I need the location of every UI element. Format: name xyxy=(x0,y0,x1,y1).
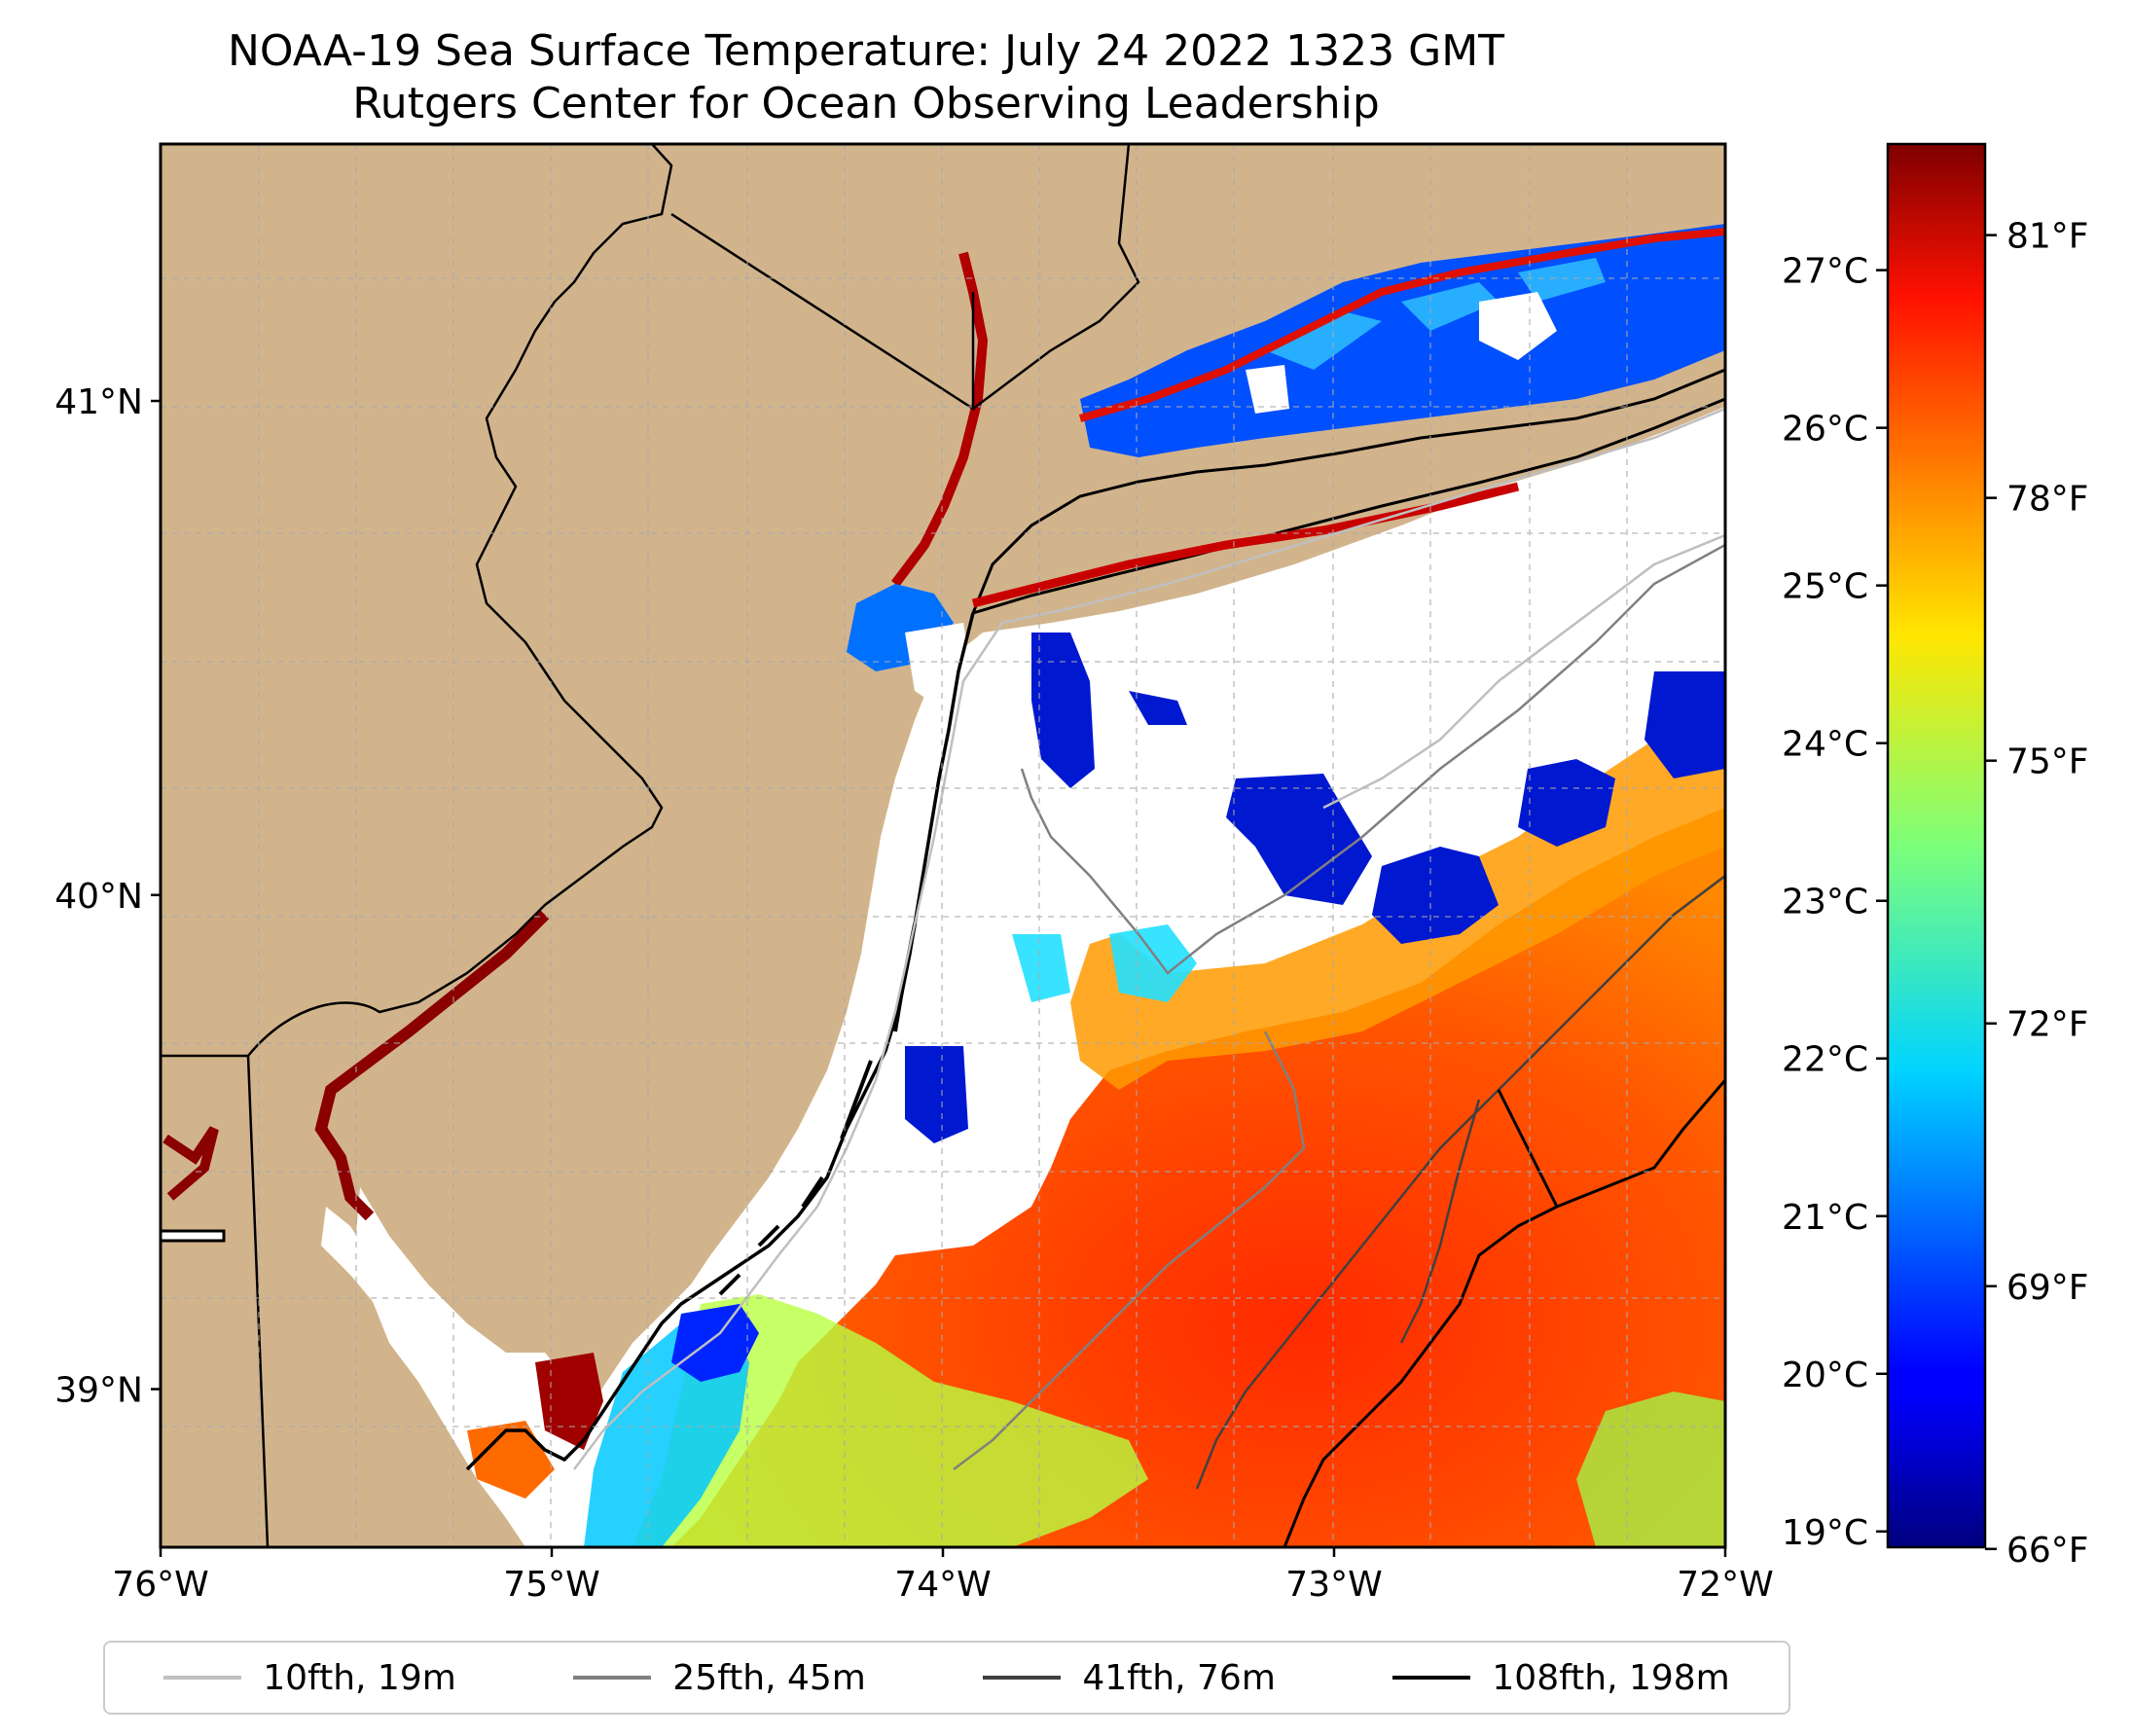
green-southeast xyxy=(1576,1392,1725,1547)
fahrenheit-tick-label: 78°F xyxy=(2006,480,2089,520)
sound-gap xyxy=(1246,292,1557,414)
transition-band xyxy=(1070,701,1725,1090)
cold-patches xyxy=(905,633,1725,1143)
delaware-bay xyxy=(355,1187,584,1479)
sound-cyan-streaks xyxy=(1265,258,1606,370)
warm-water xyxy=(671,808,1725,1547)
legend-item: 108fth, 198m xyxy=(1392,1657,1730,1698)
delaware-orange xyxy=(467,1421,555,1499)
celsius-tick-label: 27°C xyxy=(1782,252,1868,292)
map-title: NOAA-19 Sea Surface Temperature: July 24… xyxy=(227,26,1505,76)
lon-tick-label: 76°W xyxy=(112,1565,208,1605)
legend-line-swatch xyxy=(573,1676,652,1680)
lat-tick-label: 39°N xyxy=(54,1371,143,1411)
sound-warm-edge xyxy=(1078,228,1725,422)
lon-tick-label: 74°W xyxy=(894,1565,991,1605)
legend-label: 25fth, 45m xyxy=(672,1657,866,1698)
legend-label: 41fth, 76m xyxy=(1082,1657,1276,1698)
celsius-tick-label: 20°C xyxy=(1782,1356,1868,1395)
celsius-tick-label: 23°C xyxy=(1782,883,1868,922)
celsius-tick-label: 22°C xyxy=(1782,1040,1868,1080)
legend-item: 25fth, 45m xyxy=(573,1658,866,1698)
fahrenheit-tick-label: 69°F xyxy=(2006,1268,2089,1308)
lat-tick-label: 41°N xyxy=(54,382,143,422)
fahrenheit-tick-label: 75°F xyxy=(2006,742,2089,782)
colorbar-celsius-axis: 19°C 20°C 21°C 22°C 23°C 24°C 25°C 26°C 27°C xyxy=(1782,252,1888,1553)
isobath-41fth xyxy=(1195,875,1725,1490)
hudson-river xyxy=(891,251,989,587)
lon-tick-label: 73°W xyxy=(1285,1565,1382,1605)
fahrenheit-tick-label: 72°F xyxy=(2006,1005,2089,1045)
delaware-river xyxy=(314,910,550,1221)
river-outlet xyxy=(161,1229,226,1243)
nj-coastline xyxy=(465,612,975,1471)
isobath-10fth xyxy=(573,407,1725,1470)
blue-nearshore xyxy=(671,1304,759,1382)
celsius-tick-label: 25°C xyxy=(1782,567,1868,607)
celsius-tick-label: 21°C xyxy=(1782,1198,1868,1238)
legend-item: 41fth, 76m xyxy=(983,1658,1276,1698)
cool-coastal-band xyxy=(632,1294,1148,1547)
celsius-tick-label: 24°C xyxy=(1782,725,1868,765)
south-shore-strip xyxy=(971,482,1520,608)
fahrenheit-tick-label: 81°F xyxy=(2006,217,2089,257)
map-subtitle: Rutgers Center for Ocean Observing Leade… xyxy=(352,79,1380,128)
lon-tick-label: 72°W xyxy=(1677,1565,1773,1605)
isobath-25fth xyxy=(953,543,1725,1470)
map-area xyxy=(161,144,1725,1547)
legend-line-swatch xyxy=(983,1676,1062,1680)
celsius-tick-label: 19°C xyxy=(1782,1513,1868,1553)
legend-item: 10fth, 19m xyxy=(163,1658,456,1698)
legend-line-swatch xyxy=(163,1676,242,1680)
legend-line-swatch xyxy=(1392,1676,1471,1680)
gridlines xyxy=(161,144,1725,1547)
lat-tick-label: 40°N xyxy=(54,877,143,917)
cyan-patches xyxy=(1012,924,1197,1002)
fahrenheit-tick-label: 66°F xyxy=(2006,1531,2089,1571)
celsius-tick-label: 26°C xyxy=(1782,410,1868,450)
longitude-axis: 76°W 75°W 74°W 73°W 72°W xyxy=(112,1547,1774,1605)
latitude-axis: 41°N 40°N 39°N xyxy=(54,382,161,1411)
isobath-legend: 10fth, 19m 25fth, 45m 41fth, 76m 108fth, 19… xyxy=(103,1641,1790,1715)
colorbar-fahrenheit-axis: 66°F 69°F 72°F 75°F 78°F 81°F xyxy=(1985,217,2089,1571)
delaware-warm xyxy=(535,1353,603,1450)
chesapeake-inlet xyxy=(163,1126,219,1201)
colorbar xyxy=(1886,142,1987,1549)
legend-label: 108fth, 198m xyxy=(1492,1657,1730,1698)
lon-tick-label: 75°W xyxy=(503,1565,599,1605)
legend-label: 10fth, 19m xyxy=(263,1657,456,1698)
